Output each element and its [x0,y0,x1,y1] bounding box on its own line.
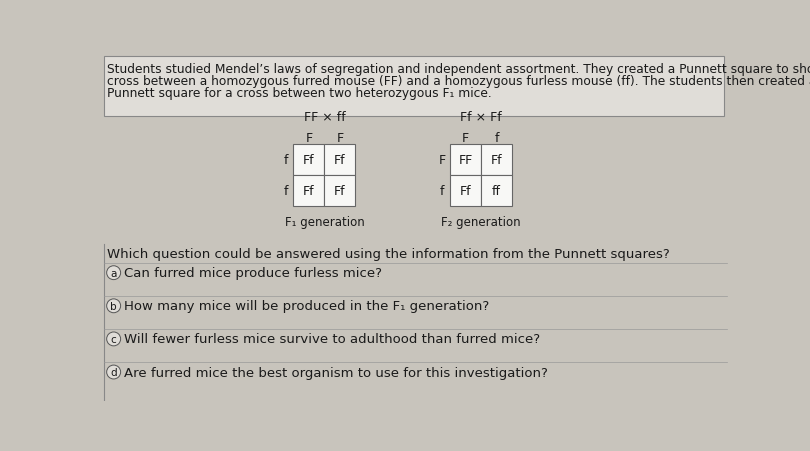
Text: F: F [439,154,446,166]
Text: f: f [284,154,288,166]
Circle shape [107,299,121,313]
FancyBboxPatch shape [450,145,481,175]
Text: Can furred mice produce furless mice?: Can furred mice produce furless mice? [125,267,382,280]
Text: ff: ff [492,184,501,198]
Circle shape [107,332,121,346]
Circle shape [107,266,121,280]
Text: FF × ff: FF × ff [304,110,345,123]
Text: a: a [110,268,117,278]
Text: Ff × Ff: Ff × Ff [460,110,502,123]
Text: F₂ generation: F₂ generation [441,216,521,229]
Text: Ff: Ff [335,154,346,166]
Text: cross between a homozygous furred mouse (FF) and a homozygous furless mouse (ff): cross between a homozygous furred mouse … [108,75,810,88]
Text: F: F [305,131,313,144]
Text: Will fewer furless mice survive to adulthood than furred mice?: Will fewer furless mice survive to adult… [125,333,540,345]
Text: FF: FF [458,154,472,166]
Text: Students studied Mendel’s laws of segregation and independent assortment. They c: Students studied Mendel’s laws of segreg… [108,63,810,76]
Text: Which question could be answered using the information from the Punnett squares?: Which question could be answered using t… [108,248,670,261]
Text: Ff: Ff [491,154,502,166]
FancyBboxPatch shape [481,175,512,206]
Text: F: F [336,131,343,144]
Text: c: c [111,334,117,344]
FancyBboxPatch shape [104,56,723,116]
FancyBboxPatch shape [325,175,356,206]
Text: Ff: Ff [303,184,315,198]
Text: Punnett square for a cross between two heterozygous F₁ mice.: Punnett square for a cross between two h… [108,87,492,99]
Text: f: f [284,184,288,198]
Text: d: d [110,367,117,377]
Text: f: f [494,131,499,144]
FancyBboxPatch shape [293,145,325,175]
Text: Ff: Ff [460,184,471,198]
FancyBboxPatch shape [481,145,512,175]
Text: F: F [462,131,469,144]
FancyBboxPatch shape [325,145,356,175]
FancyBboxPatch shape [293,175,325,206]
FancyBboxPatch shape [450,175,481,206]
Text: f: f [440,184,445,198]
Text: Are furred mice the best organism to use for this investigation?: Are furred mice the best organism to use… [125,366,548,379]
Text: Ff: Ff [303,154,315,166]
Text: b: b [110,301,117,311]
Text: Ff: Ff [335,184,346,198]
Circle shape [107,365,121,379]
Text: F₁ generation: F₁ generation [284,216,364,229]
Text: How many mice will be produced in the F₁ generation?: How many mice will be produced in the F₁… [125,299,490,313]
